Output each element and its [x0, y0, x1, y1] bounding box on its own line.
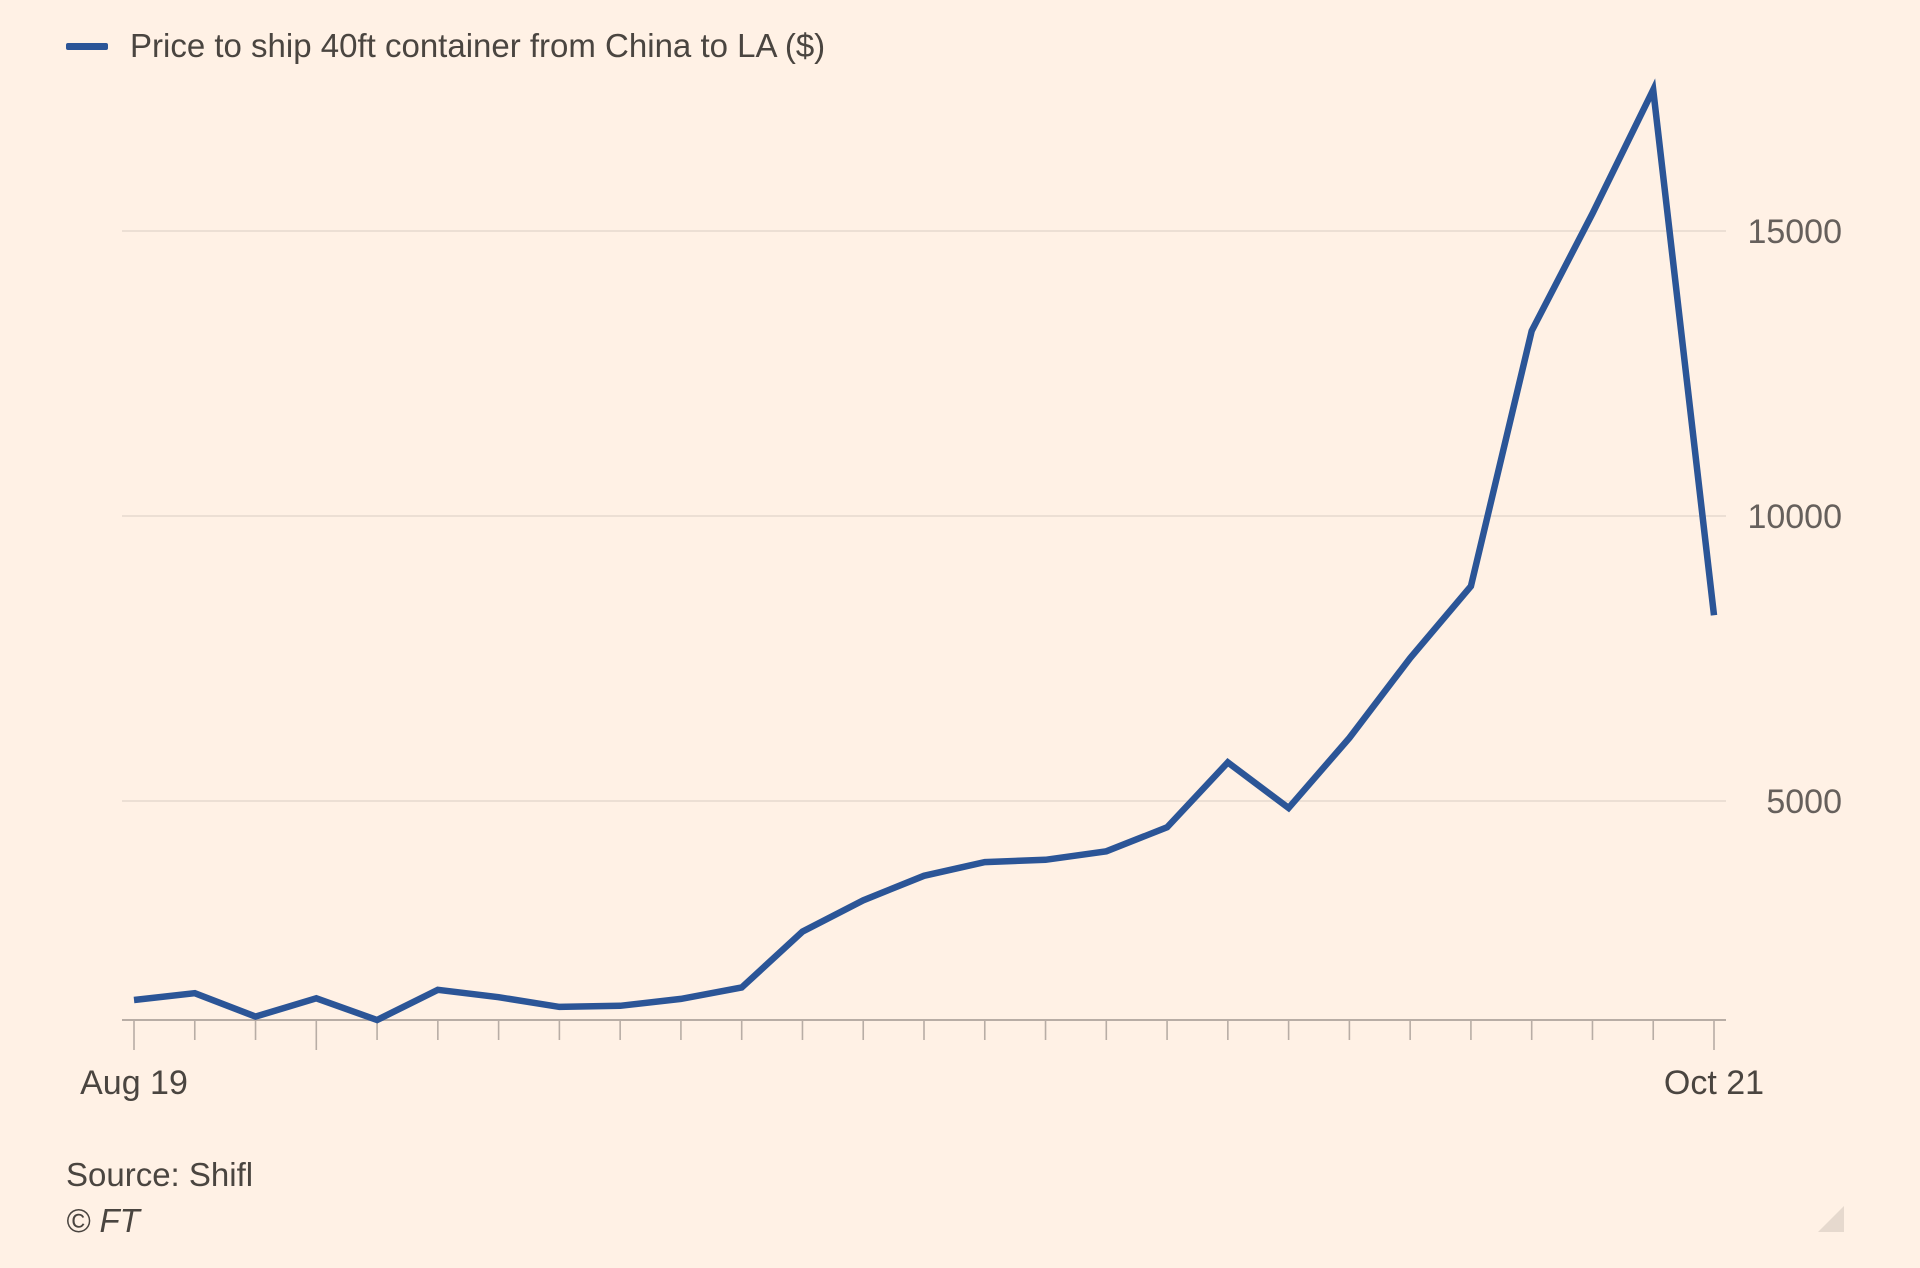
data-point: [1043, 857, 1049, 863]
y-tick-label: 5000: [1766, 783, 1842, 821]
data-point: [556, 1004, 562, 1010]
data-point: [921, 873, 927, 879]
data-point: [1529, 328, 1535, 334]
data-point: [1468, 583, 1474, 589]
resize-corner-icon: [1818, 1206, 1844, 1232]
data-point: [313, 995, 319, 1001]
data-point: [131, 997, 137, 1003]
legend-label: Price to ship 40ft container from China …: [130, 27, 826, 64]
gridlines: [122, 230, 1726, 802]
data-point: [860, 897, 866, 903]
data-point: [617, 1003, 623, 1009]
data-point: [1103, 848, 1109, 854]
data-point: [982, 859, 988, 865]
data-point: [374, 1017, 380, 1023]
data-point: [678, 996, 684, 1002]
series-layer: [131, 78, 1718, 1024]
y-tick-label: 15000: [1747, 213, 1842, 251]
data-point: [496, 994, 502, 1000]
data-point: [1650, 87, 1656, 93]
x-axis: [122, 1019, 1726, 1050]
data-point: [435, 987, 441, 993]
legend: Price to ship 40ft container from China …: [66, 22, 825, 70]
x-tick-label: Aug 19: [80, 1064, 188, 1102]
data-point: [1346, 735, 1352, 741]
y-tick-label: 10000: [1747, 498, 1842, 536]
axis-labels: 5000 10000 15000 Aug 19 Oct 21: [80, 213, 1842, 1102]
legend-swatch: [66, 42, 108, 50]
data-point: [739, 985, 745, 991]
data-point: [1164, 824, 1170, 830]
x-tick-label: Oct 21: [1664, 1064, 1764, 1102]
data-point: [192, 990, 198, 996]
data-point: [799, 929, 805, 935]
data-point: [1589, 210, 1595, 216]
data-point: [253, 1014, 259, 1020]
chart-footer: Source: Shifl © FT: [66, 1156, 253, 1240]
series-line: [133, 78, 1718, 1024]
data-point: [1711, 612, 1717, 618]
data-point: [1407, 655, 1413, 661]
copyright-note: © FT: [66, 1202, 140, 1239]
data-point: [1286, 805, 1292, 811]
source-note: Source: Shifl: [66, 1156, 254, 1193]
data-point: [1225, 759, 1231, 765]
